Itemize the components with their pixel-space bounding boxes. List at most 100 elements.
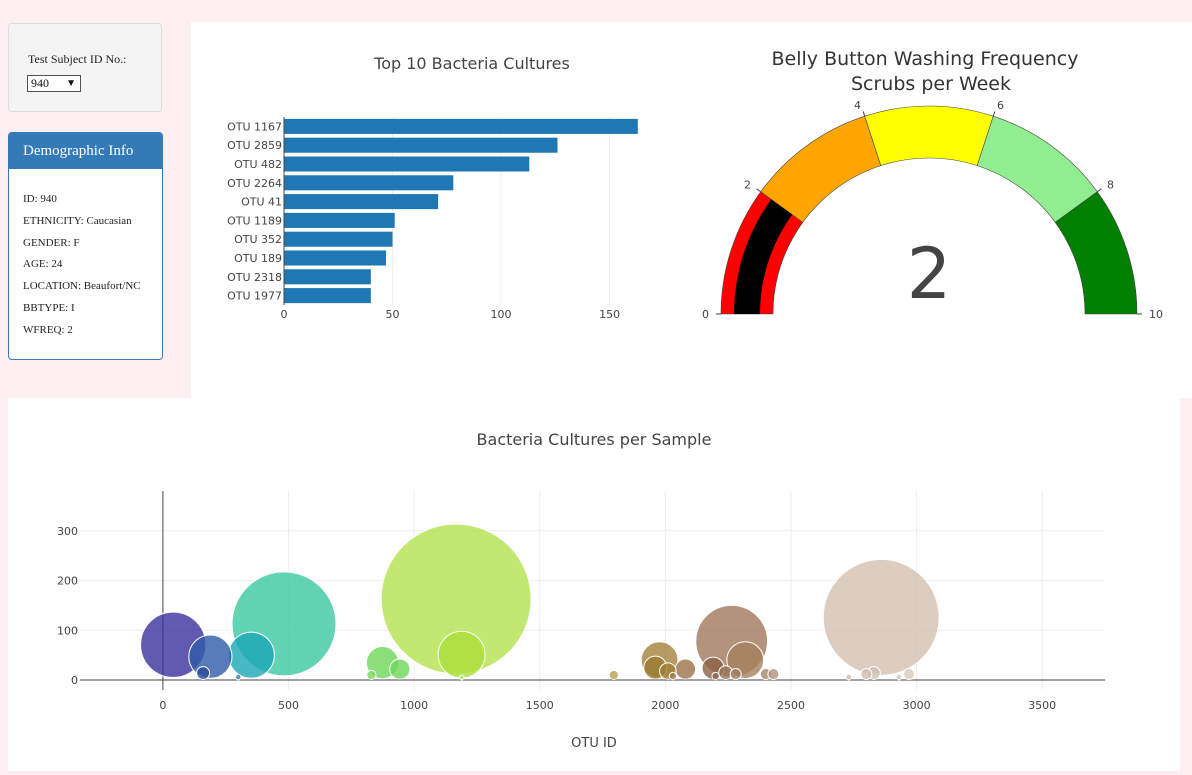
bar bbox=[284, 156, 530, 172]
bar-category-label: OTU 2318 bbox=[227, 271, 282, 284]
chevron-down-icon: ▼ bbox=[66, 78, 76, 89]
bar bbox=[284, 118, 638, 134]
bubble-y-tick-labels: 0 100 200 300 bbox=[57, 525, 78, 687]
top-charts-panel: Top 10 Bacteria Cultures OTU 1167 OTU 285… bbox=[191, 22, 1192, 398]
bubble-x-tick-label: 2000 bbox=[651, 699, 679, 712]
bar bbox=[284, 175, 454, 191]
subject-id-value: 940 bbox=[31, 76, 49, 90]
gauge-bar bbox=[734, 199, 793, 314]
gauge-tick bbox=[1096, 188, 1102, 193]
bubble bbox=[674, 658, 697, 680]
bubble-x-tick-label: 3000 bbox=[903, 699, 931, 712]
bar bbox=[284, 212, 395, 228]
bar bbox=[284, 269, 371, 285]
bar bbox=[284, 288, 371, 304]
gauge-tick-label: 0 bbox=[702, 308, 709, 321]
bubble-y-tick-label: 300 bbox=[57, 525, 78, 538]
bar-x-tick-labels: 0 50 100 150 bbox=[281, 308, 621, 321]
bubble bbox=[668, 671, 678, 681]
demographic-age: AGE: 24 bbox=[23, 258, 63, 271]
bubble bbox=[235, 673, 242, 681]
bar-category-label: OTU 41 bbox=[241, 196, 282, 209]
bubble bbox=[822, 558, 940, 676]
bubble-x-tick-label: 500 bbox=[278, 699, 299, 712]
gauge-title: Belly Button Washing Frequency bbox=[772, 48, 1079, 70]
bar-category-labels: OTU 1167 OTU 2859 OTU 482 OTU 2264 OTU 41 OTU… bbox=[227, 120, 282, 302]
gauge-ticks: 0 2 4 6 8 10 bbox=[702, 99, 1163, 321]
gauge-chart: Belly Button Washing Frequency Scrubs pe… bbox=[702, 48, 1163, 321]
bubble-y-tick-label: 200 bbox=[57, 575, 78, 588]
gauge-value-number: 2 bbox=[907, 233, 952, 315]
bubble bbox=[903, 668, 916, 681]
bubble bbox=[860, 668, 873, 681]
demographic-panel: Demographic Info ID: 940 ETHNICITY: Cauc… bbox=[8, 132, 163, 360]
bubble bbox=[459, 674, 465, 681]
gauge-tick bbox=[862, 111, 866, 117]
bar bbox=[284, 137, 558, 153]
bar-category-label: OTU 352 bbox=[234, 233, 282, 246]
bar-chart: Top 10 Bacteria Cultures OTU 1167 OTU 285… bbox=[227, 54, 638, 321]
bar bbox=[284, 231, 393, 247]
demographic-wfreq: WFREQ: 2 bbox=[23, 323, 73, 336]
bubble-x-tick-label: 0 bbox=[159, 699, 166, 712]
bubble-x-tick-labels: 0 500 1000 1500 2000 2500 3000 3500 bbox=[159, 699, 1056, 712]
bar-category-label: OTU 482 bbox=[234, 158, 282, 171]
bubble-chart-panel: Bacteria Cultures per Sample 0 500 1000 150… bbox=[8, 398, 1180, 771]
bar-category-label: OTU 1189 bbox=[227, 214, 282, 227]
gauge-tick-label: 8 bbox=[1107, 179, 1114, 192]
bubble-x-axis-label: OTU ID bbox=[571, 736, 617, 751]
bubble-x-tick-label: 2500 bbox=[777, 699, 805, 712]
bar-series bbox=[284, 118, 638, 304]
top-charts-svg: Top 10 Bacteria Cultures OTU 1167 OTU 285… bbox=[227, 48, 1163, 321]
gauge-value-bar bbox=[734, 199, 793, 314]
bubble bbox=[188, 634, 233, 679]
bubble bbox=[711, 671, 720, 681]
bubble-series bbox=[140, 523, 940, 681]
bar-category-label: OTU 2859 bbox=[227, 139, 282, 152]
gauge-subtitle: Scrubs per Week bbox=[851, 73, 1011, 95]
bubble bbox=[366, 669, 377, 681]
gauge-step bbox=[864, 105, 994, 167]
bar-category-label: OTU 1167 bbox=[227, 120, 282, 133]
bubble bbox=[895, 673, 903, 681]
demographic-title: Demographic Info bbox=[9, 133, 162, 169]
bar-category-label: OTU 189 bbox=[234, 252, 282, 265]
bar bbox=[284, 194, 439, 210]
demographic-list: ID: 940 ETHNICITY: Caucasian GENDER: F A… bbox=[23, 193, 141, 346]
demographic-id: ID: 940 bbox=[23, 193, 57, 205]
bubble bbox=[729, 668, 742, 681]
bubble bbox=[845, 673, 853, 681]
gauge-tick-label: 10 bbox=[1149, 308, 1163, 321]
bar-x-tick-label: 150 bbox=[599, 308, 620, 321]
bar bbox=[284, 250, 387, 266]
bubble bbox=[196, 666, 211, 681]
bubble-chart-svg: Bacteria Cultures per Sample 0 500 1000 150… bbox=[57, 430, 1105, 751]
subject-selector-well: Test Subject ID No.: 940 ▼ bbox=[8, 23, 162, 112]
bar-category-label: OTU 2264 bbox=[227, 177, 282, 190]
bubble-y-tick-label: 0 bbox=[71, 674, 78, 687]
bar-chart-title: Top 10 Bacteria Cultures bbox=[373, 54, 570, 73]
bar-category-label: OTU 1977 bbox=[227, 290, 282, 303]
gauge-tick-label: 6 bbox=[997, 99, 1004, 112]
bar-x-tick-label: 100 bbox=[491, 308, 512, 321]
demographic-ethnicity: ETHNICITY: Caucasian bbox=[23, 214, 132, 227]
subject-select-label: Test Subject ID No.: bbox=[28, 52, 127, 66]
bar-x-tick-label: 50 bbox=[386, 308, 400, 321]
gauge-tick-label: 2 bbox=[744, 179, 751, 192]
bubble bbox=[227, 631, 275, 679]
demographic-gender: GENDER: F bbox=[23, 236, 80, 249]
gauge-step bbox=[1054, 191, 1138, 315]
gauge-tick bbox=[992, 111, 996, 117]
bubble bbox=[608, 669, 619, 681]
bubble-chart-title: Bacteria Cultures per Sample bbox=[477, 430, 712, 449]
demographic-location: LOCATION: Beaufort/NC bbox=[23, 280, 141, 293]
bubble-x-tick-label: 3500 bbox=[1028, 699, 1056, 712]
subject-id-select[interactable]: 940 ▼ bbox=[27, 75, 81, 92]
bubble-y-tick-label: 100 bbox=[57, 624, 78, 637]
bubble-x-tick-label: 1500 bbox=[526, 699, 554, 712]
bubble bbox=[437, 630, 486, 679]
bar-x-tick-label: 0 bbox=[281, 308, 288, 321]
bubble-x-tick-label: 1000 bbox=[400, 699, 428, 712]
bubble bbox=[389, 658, 411, 680]
demographic-bbtype: BBTYPE: I bbox=[23, 301, 75, 314]
